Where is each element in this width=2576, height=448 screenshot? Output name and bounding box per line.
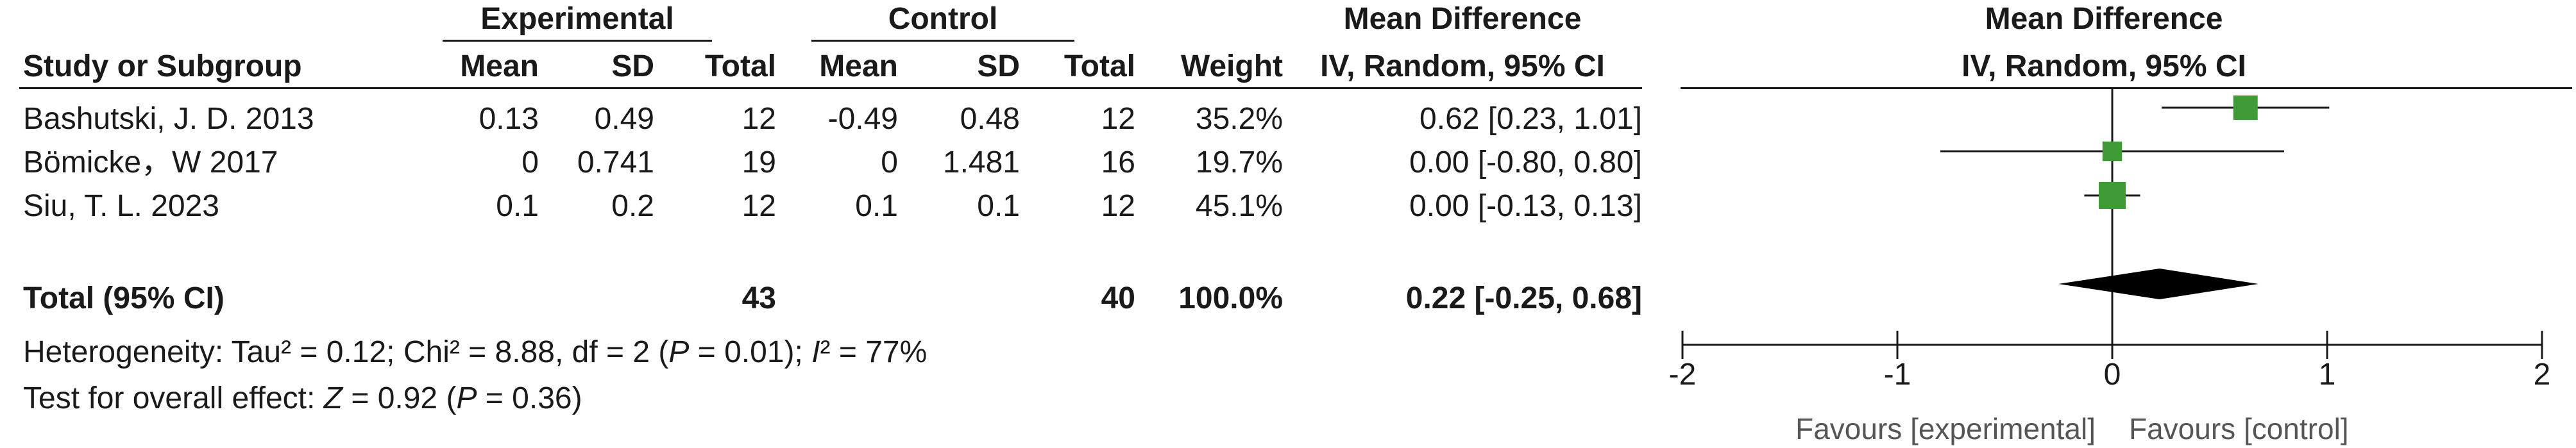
e-sd-cell: 0.49 (594, 102, 654, 136)
overall-effect-note: Test for overall effect: Z = 0.92 (P = 0… (23, 381, 582, 415)
total-weight: 100.0% (1178, 281, 1283, 315)
e-total-header: Total (704, 49, 776, 83)
e-mean-cell: 0 (521, 145, 539, 179)
c-sd-cell: 0.1 (977, 189, 1020, 223)
c-mean-cell: -0.49 (827, 102, 898, 136)
weight-cell: 35.2% (1195, 102, 1283, 136)
heterogeneity-note: Heterogeneity: Tau² = 0.12; Chi² = 8.88,… (23, 335, 928, 369)
favours-left-label: Favours [experimental] (1795, 412, 2096, 445)
x-tick-label: -1 (1884, 358, 1911, 392)
group2-header: Control (888, 2, 998, 36)
favours-right-label: Favours [control] (2129, 412, 2349, 445)
c-total-sum: 40 (1101, 281, 1135, 315)
total-label: Total (95% CI) (23, 281, 225, 315)
c-sd-cell: 1.481 (942, 145, 1020, 179)
pooled-diamond (2058, 269, 2258, 299)
c-total-cell: 12 (1101, 102, 1135, 136)
plot-header-underline (1681, 87, 2572, 89)
e-mean-cell: 0.1 (496, 189, 539, 223)
c-sd-cell: 0.48 (960, 102, 1020, 136)
table-header-underline (19, 87, 1642, 89)
x-tick-label: 0 (2104, 358, 2121, 392)
e-total-cell: 12 (741, 189, 776, 223)
md-plot-header: Mean Difference (1985, 2, 2223, 36)
c-total-cell: 16 (1101, 145, 1135, 179)
study-point-marker (2233, 95, 2258, 120)
c-mean-header: Mean (819, 49, 898, 83)
e-total-cell: 19 (741, 145, 776, 179)
group1-underline (443, 40, 712, 42)
study-name: Siu, T. L. 2023 (23, 189, 219, 223)
group1-header: Experimental (480, 2, 674, 36)
study-name: Bashutski, J. D. 2013 (23, 102, 314, 136)
weight-cell: 19.7% (1195, 145, 1283, 179)
weight-cell: 45.1% (1195, 189, 1283, 223)
c-mean-cell: 0 (881, 145, 898, 179)
ci-cell: 0.00 [-0.13, 0.13] (1409, 189, 1642, 223)
e-sd-cell: 0.2 (611, 189, 654, 223)
md-method-table-header: IV, Random, 95% CI (1320, 49, 1605, 83)
study-column-header: Study or Subgroup (23, 49, 302, 83)
x-tick-label: 1 (2319, 358, 2336, 392)
e-sd-cell: 0.741 (577, 145, 654, 179)
e-mean-cell: 0.13 (479, 102, 539, 136)
e-total-sum: 43 (741, 281, 776, 315)
c-total-cell: 12 (1101, 189, 1135, 223)
ci-cell: 0.62 [0.23, 1.01] (1419, 102, 1642, 136)
c-mean-cell: 0.1 (855, 189, 898, 223)
group2-underline (811, 40, 1074, 42)
c-total-header: Total (1063, 49, 1135, 83)
study-point-marker (2099, 182, 2126, 209)
pooled-ci: 0.22 [-0.25, 0.68] (1405, 281, 1642, 315)
e-sd-header: SD (611, 49, 654, 83)
study-point-marker (2102, 141, 2123, 162)
md-table-header: Mean Difference (1343, 2, 1582, 36)
weight-header: Weight (1180, 49, 1283, 83)
x-tick-label: 2 (2534, 358, 2551, 392)
c-sd-header: SD (977, 49, 1020, 83)
study-name: Bömicke，W 2017 (23, 145, 278, 179)
e-mean-header: Mean (460, 49, 539, 83)
md-method-plot-header: IV, Random, 95% CI (1962, 49, 2246, 83)
ci-cell: 0.00 [-0.80, 0.80] (1409, 145, 1642, 179)
e-total-cell: 12 (741, 102, 776, 136)
x-tick-label: -2 (1669, 358, 1697, 392)
